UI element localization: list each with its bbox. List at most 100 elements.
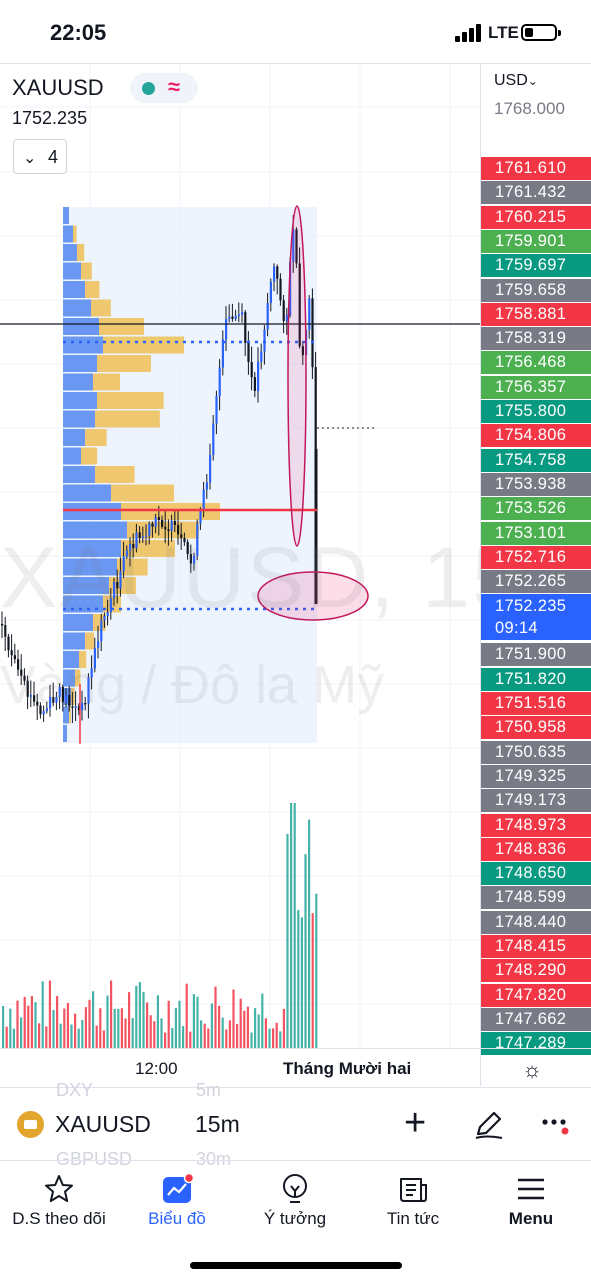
nav-ideas[interactable]: Ý tưởng [236, 1161, 354, 1241]
price-tag: 1751.900 [481, 643, 591, 667]
ghost-symbol: GBPUSD [56, 1149, 133, 1169]
candle-body [81, 702, 84, 711]
volume-bar [243, 1010, 246, 1048]
candle-body [113, 581, 116, 599]
price-tag: 1750.958 [481, 716, 591, 740]
price-tag: 1749.173 [481, 789, 591, 813]
volume-bar [164, 1032, 167, 1048]
settings-gear-icon[interactable]: ☼ [522, 1057, 543, 1082]
signal-icon [455, 24, 483, 42]
candle-body [247, 342, 250, 363]
volume-bar [135, 985, 138, 1048]
add-plus-icon[interactable]: + [404, 1102, 427, 1144]
candle-body [183, 537, 186, 543]
candle-body [52, 697, 55, 703]
nav-news[interactable]: Tin tức [354, 1161, 472, 1241]
candle-body [77, 706, 80, 711]
candle-body [125, 550, 128, 557]
price-tag: 1748.440 [481, 910, 591, 934]
price-tag: 1752.235 09:14 [481, 594, 591, 641]
volume-profile-bar [99, 318, 144, 335]
candle-body [129, 543, 132, 551]
price-tag: 1747.662 [481, 1007, 591, 1031]
volume-bar [117, 1008, 120, 1048]
candle-body [87, 677, 90, 704]
volume-bar [308, 819, 311, 1048]
candle-body [289, 261, 292, 316]
volume-bar [286, 833, 289, 1048]
price-tag: 1753.938 [481, 472, 591, 496]
volume-bar [23, 996, 26, 1048]
candle-body [33, 695, 36, 702]
volume-bar [261, 993, 264, 1048]
candle-body [276, 266, 279, 279]
price-chart[interactable] [0, 64, 480, 1048]
candle-body [103, 616, 106, 621]
price-tag: 1747.820 [481, 983, 591, 1007]
volume-bar [59, 1023, 62, 1048]
candle-body [170, 520, 173, 531]
volume-profile-bar [63, 614, 93, 631]
candle-body [234, 315, 237, 319]
candle-body [295, 229, 298, 264]
candle-body [282, 300, 285, 321]
candle-body [74, 706, 77, 708]
volume-profile-bar [63, 577, 109, 594]
candle-body [266, 303, 269, 330]
volume-profile-bar [81, 447, 98, 465]
chart-symbol-title[interactable]: XAUUSD [12, 75, 104, 100]
volume-profile-bar [95, 466, 135, 483]
volume-bar [200, 1020, 203, 1048]
candle-body [10, 650, 13, 656]
market-status-pill[interactable]: ≈ [130, 73, 198, 103]
price-tag: 1748.836 [481, 837, 591, 861]
timeframe-selector[interactable]: 15m [195, 1111, 240, 1137]
volume-profile-bar [63, 521, 127, 539]
volume-bar [304, 854, 307, 1048]
price-tag: 1761.610 [481, 157, 591, 180]
drawing-pen-icon[interactable] [472, 1107, 506, 1141]
nav-menu[interactable]: Menu [472, 1161, 590, 1241]
symbol-selector[interactable]: XAUUSD [55, 1111, 151, 1137]
indicators-toggle-button[interactable]: ⌄ 4 [13, 139, 67, 174]
candle-body [116, 581, 119, 589]
volume-bar [2, 1006, 5, 1048]
candle-body [241, 312, 244, 315]
candle-body [1, 624, 4, 626]
volume-bar [56, 996, 59, 1048]
nav-chart[interactable]: Biểu đồ [118, 1161, 236, 1241]
price-tag: 1753.101 [481, 521, 591, 545]
menu-icon [518, 1178, 544, 1200]
volume-bar [153, 1021, 156, 1048]
candle-body [177, 524, 180, 535]
volume-bar [149, 1015, 152, 1048]
candle-body [173, 520, 176, 525]
bar-countdown: 09:14 [495, 619, 538, 638]
star-icon [45, 1175, 73, 1202]
nav-watchlist[interactable]: D.S theo dõi [0, 1161, 118, 1241]
volume-bar [66, 1002, 69, 1048]
ghost-timeframe: 5m [196, 1080, 222, 1100]
more-options-icon[interactable] [541, 1113, 571, 1135]
watermark-symbol: XAUUSD, 15 [0, 530, 480, 626]
candle-body [97, 641, 100, 648]
volume-bar [95, 1025, 98, 1048]
volume-profile-bar [63, 392, 97, 409]
volume-profile-bar [63, 429, 85, 446]
time-axis[interactable]: 12:00 Tháng Mười hai ☼ [0, 1048, 591, 1088]
bottom-navigation: D.S theo dõi Biểu đồ Ý tưởng Tin tức [0, 1160, 591, 1280]
candle-body [42, 711, 45, 715]
candle-body [20, 669, 23, 676]
volume-profile-bar [63, 503, 121, 520]
chart-canvas[interactable]: XAUUSD, 15 Vàng / Đô la Mỹ TV [0, 64, 480, 1048]
volume-bar [264, 1018, 267, 1048]
volume-profile-bar [63, 225, 73, 243]
volume-profile-bar [63, 669, 75, 687]
watermark-description: Vàng / Đô la Mỹ [0, 655, 385, 715]
price-tag: 1756.357 [481, 375, 591, 399]
currency-selector[interactable]: USD⌄ [494, 72, 538, 89]
volume-bar [171, 1028, 174, 1048]
volume-bar [192, 994, 195, 1048]
candle-body [311, 298, 314, 368]
volume-bar [268, 1028, 271, 1048]
